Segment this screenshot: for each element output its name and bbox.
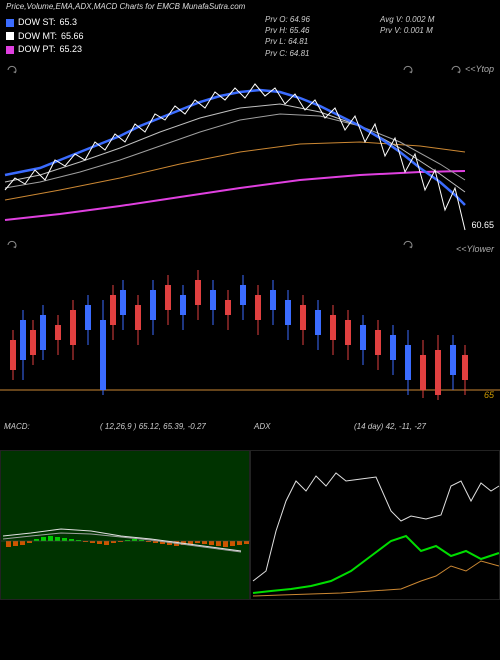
legend-value-mt: 65.66 [61, 30, 84, 44]
volume-chart [0, 260, 500, 400]
legend-label-st: DOW ST: [18, 16, 56, 30]
adx-label: ADX [254, 422, 270, 431]
stats-ohlc: Prv O: 64.96 Prv H: 65.46 Prv L: 64.81 P… [265, 14, 310, 59]
chart-title: Price,Volume,EMA,ADX,MACD Charts for EMC… [6, 2, 494, 11]
prv-c: Prv C: 64.81 [265, 48, 310, 59]
prv-o: Prv O: 64.96 [265, 14, 310, 25]
prv-v: Prv V: 0.001 M [380, 25, 434, 36]
macd-values: ( 12,26,9 ) 65.12, 65.39, -0.27 [100, 422, 206, 431]
legend-box-mt [6, 32, 14, 40]
price-chart [0, 60, 500, 250]
macd-panel [0, 450, 250, 600]
legend-label-pt: DOW PT: [18, 43, 56, 57]
legend: DOW ST: 65.3 DOW MT: 65.66 DOW PT: 65.23 [6, 16, 84, 57]
macd-label: MACD: [4, 422, 30, 431]
legend-value-st: 65.3 [60, 16, 78, 30]
adx-values: (14 day) 42, -11, -27 [354, 422, 426, 431]
prv-l: Prv L: 64.81 [265, 36, 310, 47]
prv-h: Prv H: 65.46 [265, 25, 310, 36]
legend-label-mt: DOW MT: [18, 30, 57, 44]
stats-vol: Avg V: 0.002 M Prv V: 0.001 M [380, 14, 434, 36]
legend-dow-mt: DOW MT: 65.66 [6, 30, 84, 44]
legend-dow-pt: DOW PT: 65.23 [6, 43, 84, 57]
adx-panel [250, 450, 500, 600]
legend-dow-st: DOW ST: 65.3 [6, 16, 84, 30]
volume-baseline-label: 65 [484, 390, 494, 400]
ylower-label: <<Ylower [456, 244, 494, 254]
legend-box-pt [6, 46, 14, 54]
avg-v: Avg V: 0.002 M [380, 14, 434, 25]
price-low-value: 60.65 [471, 220, 494, 230]
legend-box-st [6, 19, 14, 27]
legend-value-pt: 65.23 [60, 43, 83, 57]
